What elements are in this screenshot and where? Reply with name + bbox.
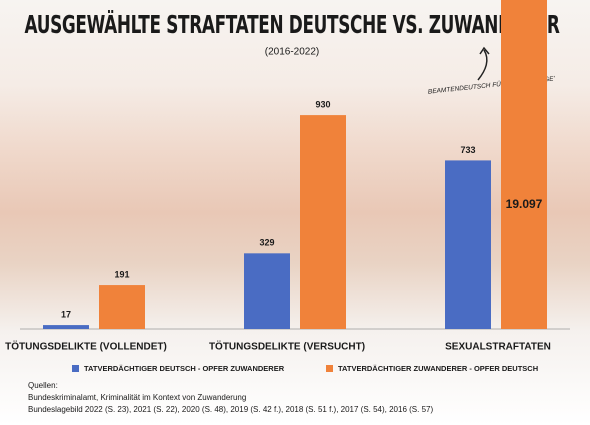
legend-label: TATVERDÄCHTIGER ZUWANDERER - OPFER DEUTS…	[338, 364, 538, 373]
bar	[99, 285, 145, 329]
value-label: 329	[259, 238, 274, 248]
legend-swatch	[72, 365, 79, 372]
value-label: 191	[114, 269, 129, 279]
legend-swatch	[326, 365, 333, 372]
bar	[43, 325, 89, 329]
bar	[501, 0, 547, 329]
bar	[244, 253, 290, 329]
x-tick-label: TÖTUNGSDELIKTE (VERSUCHT)	[209, 340, 365, 353]
x-tick-label: SEXUALSTRAFTATEN	[445, 342, 551, 353]
legend-label: TATVERDÄCHTIGER DEUTSCH - OPFER ZUWANDER…	[84, 364, 285, 373]
chart-title: AUSGEWÄHLTE STRAFTATEN DEUTSCHE VS. ZUWA…	[25, 9, 560, 39]
value-label: 19.097	[506, 197, 543, 211]
chart-subtitle: (2016-2022)	[265, 47, 319, 58]
source-line: Quellen:	[28, 381, 58, 390]
value-label: 733	[460, 145, 475, 155]
bar	[445, 160, 491, 329]
annotation-arrow	[477, 46, 490, 81]
value-label: 17	[61, 309, 71, 319]
source-line: Bundeslagebild 2022 (S. 23), 2021 (S. 22…	[28, 405, 433, 414]
bar	[300, 115, 346, 329]
x-tick-label: TÖTUNGSDELIKTE (VOLLENDET)	[5, 340, 167, 353]
source-line: Bundeskriminalamt, Kriminalität im Konte…	[28, 393, 246, 402]
value-label: 930	[315, 99, 330, 109]
